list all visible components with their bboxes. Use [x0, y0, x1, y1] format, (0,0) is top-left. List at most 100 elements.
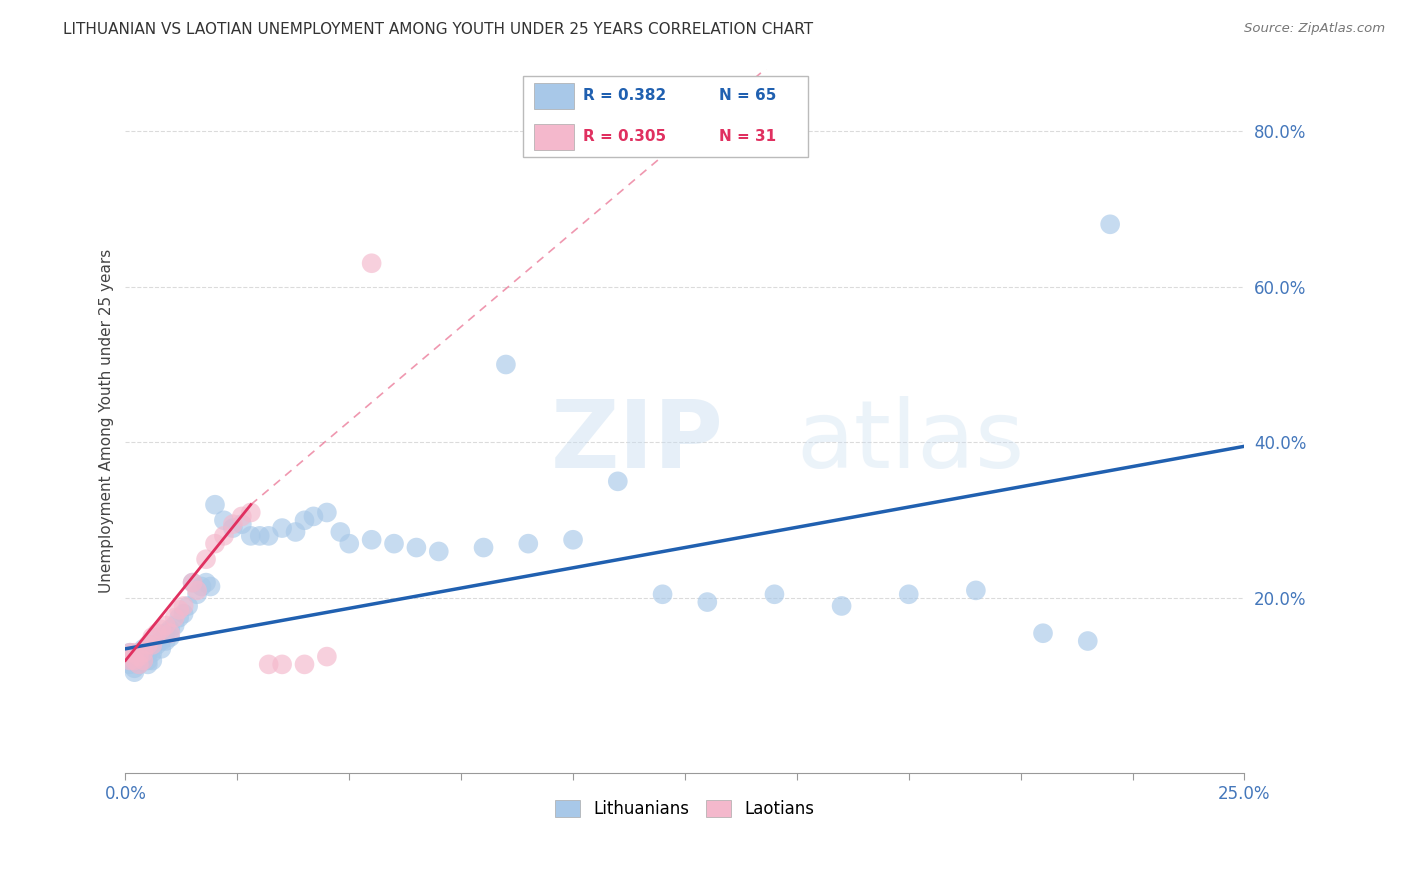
Point — [212, 529, 235, 543]
Point — [405, 541, 427, 555]
Point — [222, 521, 245, 535]
Point — [136, 638, 159, 652]
Y-axis label: Unemployment Among Youth under 25 years: Unemployment Among Youth under 25 years — [100, 249, 114, 593]
Point — [284, 524, 307, 539]
Point — [181, 575, 204, 590]
Point — [195, 575, 218, 590]
Point — [651, 587, 673, 601]
Point — [124, 661, 146, 675]
Point — [1032, 626, 1054, 640]
Point — [831, 599, 853, 613]
Text: LITHUANIAN VS LAOTIAN UNEMPLOYMENT AMONG YOUTH UNDER 25 YEARS CORRELATION CHART: LITHUANIAN VS LAOTIAN UNEMPLOYMENT AMONG… — [63, 22, 814, 37]
Text: atlas: atlas — [797, 396, 1025, 488]
Point — [271, 657, 294, 672]
Point — [136, 646, 159, 660]
Point — [141, 646, 163, 660]
Point — [315, 649, 337, 664]
Point — [132, 646, 155, 660]
Point — [696, 595, 718, 609]
Point — [495, 358, 517, 372]
Point — [155, 634, 177, 648]
Text: N = 65: N = 65 — [718, 88, 776, 103]
Point — [239, 529, 262, 543]
Point — [239, 506, 262, 520]
Point — [200, 580, 222, 594]
Point — [204, 498, 226, 512]
Point — [132, 641, 155, 656]
Point — [167, 603, 190, 617]
Point — [427, 544, 450, 558]
Point — [150, 641, 173, 656]
Point — [150, 634, 173, 648]
Point — [965, 583, 987, 598]
Point — [186, 583, 208, 598]
Point — [177, 599, 200, 613]
Point — [124, 653, 146, 667]
Text: ZIP: ZIP — [551, 396, 724, 488]
Point — [186, 587, 208, 601]
Point — [249, 529, 271, 543]
Point — [163, 618, 186, 632]
Point — [897, 587, 920, 601]
Point — [124, 653, 146, 667]
Point — [763, 587, 786, 601]
Point — [159, 630, 181, 644]
Point — [181, 575, 204, 590]
Point — [141, 638, 163, 652]
Point — [118, 657, 141, 672]
Text: R = 0.382: R = 0.382 — [583, 88, 666, 103]
Text: N = 31: N = 31 — [718, 129, 776, 144]
Point — [212, 513, 235, 527]
Point — [136, 657, 159, 672]
Point — [204, 536, 226, 550]
Point — [128, 653, 150, 667]
Point — [163, 610, 186, 624]
Point — [195, 552, 218, 566]
Text: Source: ZipAtlas.com: Source: ZipAtlas.com — [1244, 22, 1385, 36]
Point — [155, 626, 177, 640]
Point — [146, 638, 169, 652]
Point — [159, 626, 181, 640]
Point — [1099, 217, 1122, 231]
Point — [271, 521, 294, 535]
Point — [231, 517, 253, 532]
Point — [155, 618, 177, 632]
Point — [231, 509, 253, 524]
FancyBboxPatch shape — [523, 76, 808, 157]
Point — [118, 646, 141, 660]
Point — [132, 653, 155, 667]
Point — [167, 610, 190, 624]
Point — [128, 646, 150, 660]
Point — [472, 541, 495, 555]
Point — [146, 626, 169, 640]
Point — [1077, 634, 1099, 648]
Point — [257, 657, 280, 672]
Point — [222, 517, 245, 532]
Point — [124, 646, 146, 660]
Point — [315, 506, 337, 520]
Point — [337, 536, 360, 550]
Text: R = 0.305: R = 0.305 — [583, 129, 666, 144]
Point — [294, 657, 316, 672]
Point — [294, 513, 316, 527]
Point — [128, 657, 150, 672]
Point — [150, 623, 173, 637]
Point — [562, 533, 585, 547]
Legend: Lithuanians, Laotians: Lithuanians, Laotians — [548, 794, 821, 825]
Point — [360, 533, 382, 547]
Point — [141, 630, 163, 644]
Point — [329, 524, 352, 539]
Point — [118, 646, 141, 660]
Point — [132, 653, 155, 667]
Point — [606, 475, 628, 489]
Point — [128, 649, 150, 664]
Point — [382, 536, 405, 550]
Point — [257, 529, 280, 543]
Point — [124, 665, 146, 680]
Point — [302, 509, 325, 524]
Point — [146, 630, 169, 644]
Point — [173, 599, 195, 613]
Point — [136, 653, 159, 667]
Point — [141, 638, 163, 652]
Point — [173, 607, 195, 621]
